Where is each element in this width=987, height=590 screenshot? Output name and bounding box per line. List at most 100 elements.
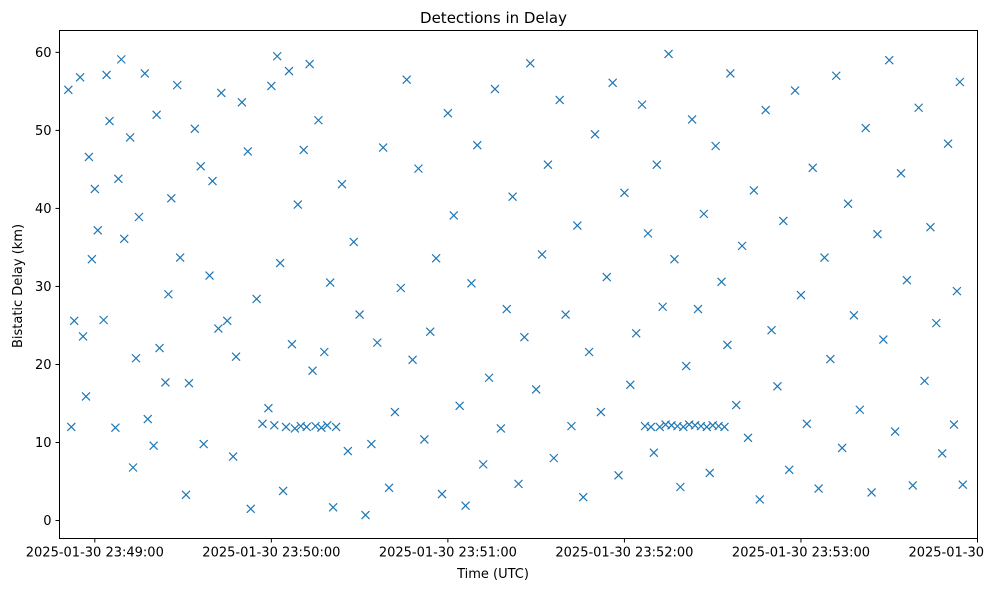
data-point [561,310,571,319]
data-point [134,212,144,222]
data-point [767,325,776,335]
data-point [90,184,100,194]
data-point [637,100,647,110]
data-point [222,316,232,326]
data-point [455,401,465,411]
data-point [519,332,529,342]
data-point [949,420,959,429]
data-point [269,420,279,430]
data-point [390,407,400,417]
plot-area [63,49,968,520]
data-point [287,339,297,349]
data-point [128,463,138,472]
data-point [281,422,291,432]
data-point [772,381,782,391]
y-tick-label: 0 [43,514,51,529]
data-point [814,484,824,493]
data-point [743,433,753,443]
data-point [78,331,88,341]
data-point [484,373,494,383]
data-point [658,302,668,312]
data-point [216,88,226,98]
data-point [119,234,129,244]
data-point [166,193,176,203]
data-point [319,347,329,357]
data-point [302,422,312,432]
data-point [687,115,697,124]
data-point [313,115,323,125]
y-tick-label: 50 [35,124,52,139]
data-point [140,68,150,78]
data-point [331,422,341,432]
data-point [920,376,929,386]
data-point [514,479,523,489]
data-point [902,275,912,285]
data-point [490,84,500,94]
data-point [113,174,123,184]
data-point [725,68,735,78]
data-point [849,310,859,320]
data-point [419,434,429,444]
data-point [602,272,612,282]
data-point [258,419,267,429]
data-point [678,422,688,432]
data-point [125,132,135,142]
data-point [720,422,729,432]
data-point [205,271,214,280]
data-point [252,294,262,304]
data-point [855,405,865,415]
data-point [396,283,406,293]
data-point [266,81,276,91]
data-point [646,422,656,432]
data-point [199,439,209,449]
data-point [537,250,547,259]
data-point [631,328,641,338]
data-point [449,211,459,220]
data-point [808,163,818,173]
data-point [81,392,91,401]
data-point [652,160,662,170]
x-tick-label: 2025-01-30 23:51:00 [379,546,517,561]
data-point [731,400,741,410]
data-point [213,324,223,334]
data-point [831,71,841,81]
data-point [102,70,112,80]
data-point [263,403,273,413]
data-point [431,253,441,263]
data-point [466,278,476,288]
data-point [843,199,853,209]
chart-title: Detections in Delay [420,9,567,27]
data-point [508,192,518,202]
data-point [152,110,162,120]
data-point [590,129,600,139]
data-point [693,304,703,314]
data-point [316,423,326,433]
y-tick-label: 30 [35,280,52,295]
data-point [878,335,888,344]
data-point [425,327,435,337]
data-point [105,116,114,126]
data-point [366,439,376,449]
data-point [378,143,388,152]
data-point [116,54,126,64]
data-point [63,85,73,95]
data-point [87,254,97,264]
data-point [567,421,576,431]
data-point [175,253,185,263]
data-point [761,105,771,115]
data-point [149,441,159,451]
data-point [555,95,565,105]
data-point [181,490,191,500]
data-point [69,316,79,326]
data-point [337,179,347,189]
data-point [655,422,665,432]
data-point [675,482,685,492]
data-point [155,343,164,353]
data-point [372,338,382,348]
data-point [328,502,338,512]
data-point [790,86,800,96]
data-point [160,378,170,387]
data-point [837,443,847,453]
data-point [578,492,588,502]
